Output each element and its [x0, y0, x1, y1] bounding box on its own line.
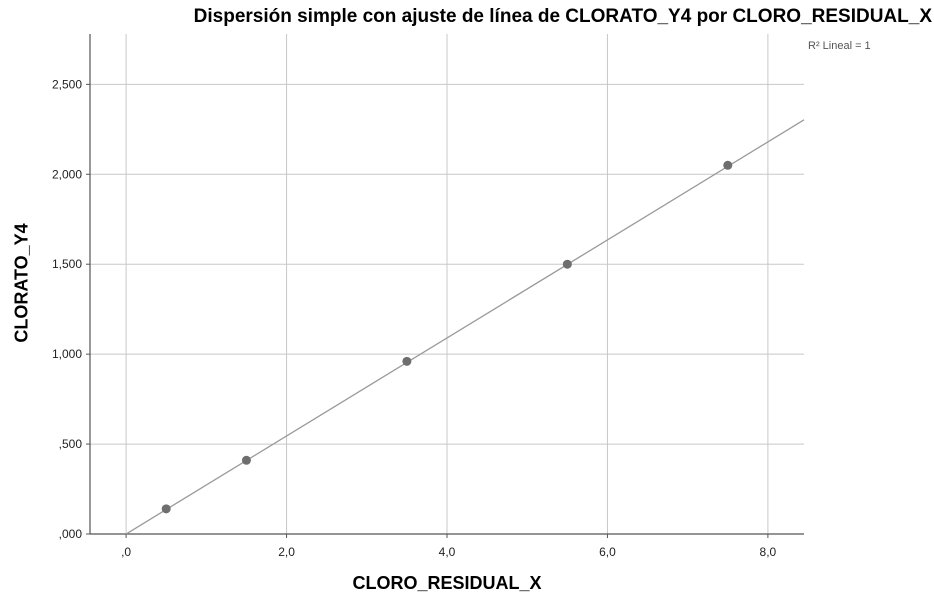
x-tick-label: ,0 [121, 545, 131, 559]
data-point [562, 259, 572, 269]
data-point [241, 455, 251, 465]
y-tick-label: 1,000 [52, 347, 82, 361]
y-tick-label: ,000 [59, 527, 83, 541]
tick-labels: ,000 ,500 1,000 1,500 2,000 2,500 ,0 2,0 4,0 6,0 8… [52, 77, 777, 559]
y-tick-label: 1,500 [52, 257, 82, 271]
fit-line [125, 119, 805, 535]
data-point [723, 160, 733, 170]
y-tick-label: 2,500 [52, 77, 82, 91]
fit-line-legend: R² Lineal = 1 [808, 40, 871, 52]
grid-lines [90, 34, 804, 534]
fit-line-layer [125, 119, 805, 535]
x-tick-label: 4,0 [439, 545, 456, 559]
x-tick-label: 2,0 [278, 545, 295, 559]
data-point [161, 504, 171, 514]
x-tick-label: 8,0 [760, 545, 777, 559]
x-axis-label: CLORO_RESIDUAL_X [352, 573, 542, 593]
chart-title: Dispersión simple con ajuste de línea de… [193, 6, 932, 27]
data-point [402, 356, 412, 366]
axes [86, 34, 804, 538]
data-points [161, 160, 733, 514]
x-tick-label: 6,0 [599, 545, 616, 559]
y-tick-label: 2,000 [52, 167, 82, 181]
y-tick-label: ,500 [59, 437, 83, 451]
